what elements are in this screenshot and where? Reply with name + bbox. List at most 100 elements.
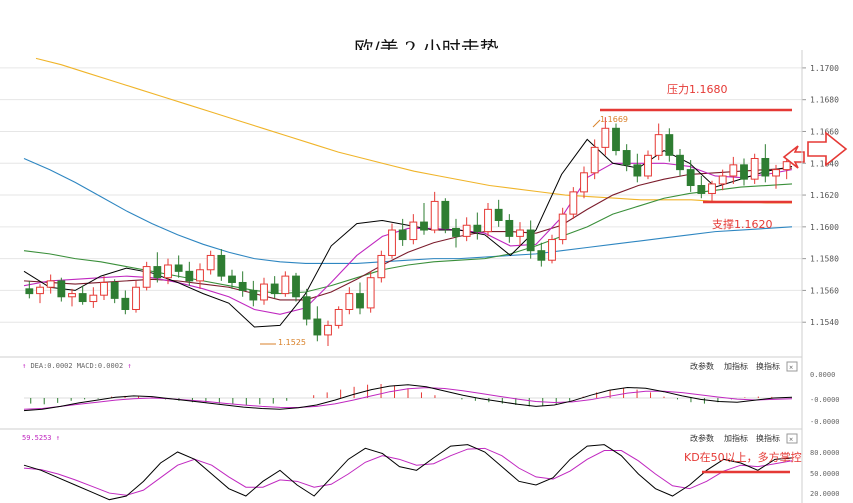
ma-line-black: [23, 138, 793, 328]
high-annotation-leader: [592, 119, 601, 128]
macd-values: DEA:0.0002 MACD:0.0002: [30, 362, 123, 370]
macd-close-button[interactable]: [786, 361, 798, 372]
kd-ytick: 50.0000: [810, 470, 840, 478]
arrow-right-icon: [807, 131, 848, 167]
candle-body: [750, 157, 759, 180]
macd-ytick: -0.0000: [810, 418, 840, 426]
candle-body: [430, 200, 439, 231]
macd-btn-switch[interactable]: 换指标: [756, 361, 780, 371]
candle-body: [601, 127, 610, 148]
kd-panel: 59.5253 ↑ 改参数 加指标 换指标 × 80.0000 50.0000 …: [22, 433, 840, 501]
ma-line-orange: [35, 57, 792, 204]
candle-body: [164, 264, 172, 279]
ma-lines: [23, 57, 793, 328]
candle-body: [708, 183, 716, 194]
candle-body: [100, 281, 108, 296]
kd-plot: [23, 444, 793, 501]
macd-ytick: -0.0000: [810, 396, 840, 404]
candle-body: [68, 293, 76, 298]
candle-body: [142, 266, 151, 288]
ma-line-blue: [23, 157, 793, 264]
candle-body: [569, 191, 578, 215]
candle-body: [57, 280, 66, 298]
candle-body: [153, 266, 162, 279]
close-icon: ×: [789, 436, 793, 444]
candle-body: [729, 164, 738, 177]
candle-body: [558, 213, 567, 241]
high-annotation: 1.1669: [600, 115, 628, 124]
candle-body: [281, 275, 290, 295]
candle-body: [548, 239, 556, 261]
price-y-tick-label: 1.1700: [810, 64, 839, 73]
candle-body: [516, 229, 524, 237]
candle-body: [324, 324, 332, 336]
price-grid: [0, 67, 802, 323]
candle-body: [484, 208, 492, 233]
candle-body: [633, 164, 642, 177]
resistance-label: 压力1.1680: [667, 83, 728, 96]
candle-body: [174, 264, 183, 272]
candle-body: [388, 229, 396, 256]
candle-body: [441, 200, 450, 229]
price-y-tick-label: 1.1620: [810, 191, 839, 200]
candle-body: [249, 289, 258, 301]
candle-body: [302, 296, 311, 320]
kd-btn-add[interactable]: 加指标: [724, 433, 748, 443]
candle-body: [78, 293, 87, 303]
kd-value: 59.5253: [22, 434, 52, 442]
candle-body: [697, 185, 706, 194]
candle-body: [36, 286, 44, 295]
candle-body: [686, 169, 695, 187]
candle-body: [196, 269, 204, 282]
candle-body: [238, 281, 247, 291]
kd-ytick: 20.0000: [810, 490, 840, 498]
low-annotation: 1.1525: [278, 338, 306, 347]
candle-body: [590, 146, 599, 174]
candle-body: [644, 154, 652, 177]
macd-btn-add[interactable]: 加指标: [724, 361, 748, 371]
kd-k-line: [23, 444, 793, 501]
price-y-tick-label: 1.1600: [810, 223, 839, 232]
ma-line-green: [23, 183, 793, 295]
price-y-tick-label: 1.1680: [810, 96, 839, 105]
candle-body: [46, 280, 55, 288]
price-y-tick-label: 1.1580: [810, 255, 839, 264]
macd-dif-line: [23, 384, 793, 412]
candle-body: [356, 293, 364, 309]
candle-body: [452, 227, 460, 237]
candle-body: [260, 283, 268, 301]
candle-body: [612, 127, 620, 152]
candle-body: [462, 224, 471, 237]
candle-body: [782, 161, 791, 171]
candle-body: [89, 294, 98, 303]
candle-body: [121, 297, 130, 310]
candle-body: [526, 229, 535, 252]
ma-line-maroon: [23, 167, 793, 301]
kd-btn-switch[interactable]: 换指标: [756, 433, 780, 443]
candle-body: [334, 308, 343, 326]
macd-btn-edit[interactable]: 改参数: [690, 361, 714, 371]
candle-body: [270, 283, 279, 295]
candle-body: [409, 221, 418, 241]
candle-body: [537, 250, 546, 261]
price-y-tick-label: 1.1640: [810, 159, 839, 168]
kd-btn-edit[interactable]: 改参数: [690, 433, 714, 443]
candles: [25, 117, 791, 347]
candle-body: [206, 254, 215, 271]
arrow-icon: ↑: [56, 434, 60, 442]
candle-body: [580, 172, 588, 193]
price-y-tick-label: 1.1540: [810, 318, 839, 327]
candle-body: [228, 275, 236, 283]
macd-ytick: 0.0000: [810, 371, 835, 379]
candle-body: [665, 134, 674, 156]
arrow-up-right-icon: [782, 145, 805, 169]
candle-body: [292, 275, 300, 298]
candle-body: [185, 270, 194, 282]
kd-close-button[interactable]: [786, 433, 798, 444]
candle-body: [676, 154, 684, 171]
candle-body: [772, 169, 780, 177]
kd-d-line: [23, 447, 793, 496]
candle-body: [313, 318, 322, 336]
macd-plot: [23, 384, 793, 412]
candle-body: [420, 221, 428, 231]
